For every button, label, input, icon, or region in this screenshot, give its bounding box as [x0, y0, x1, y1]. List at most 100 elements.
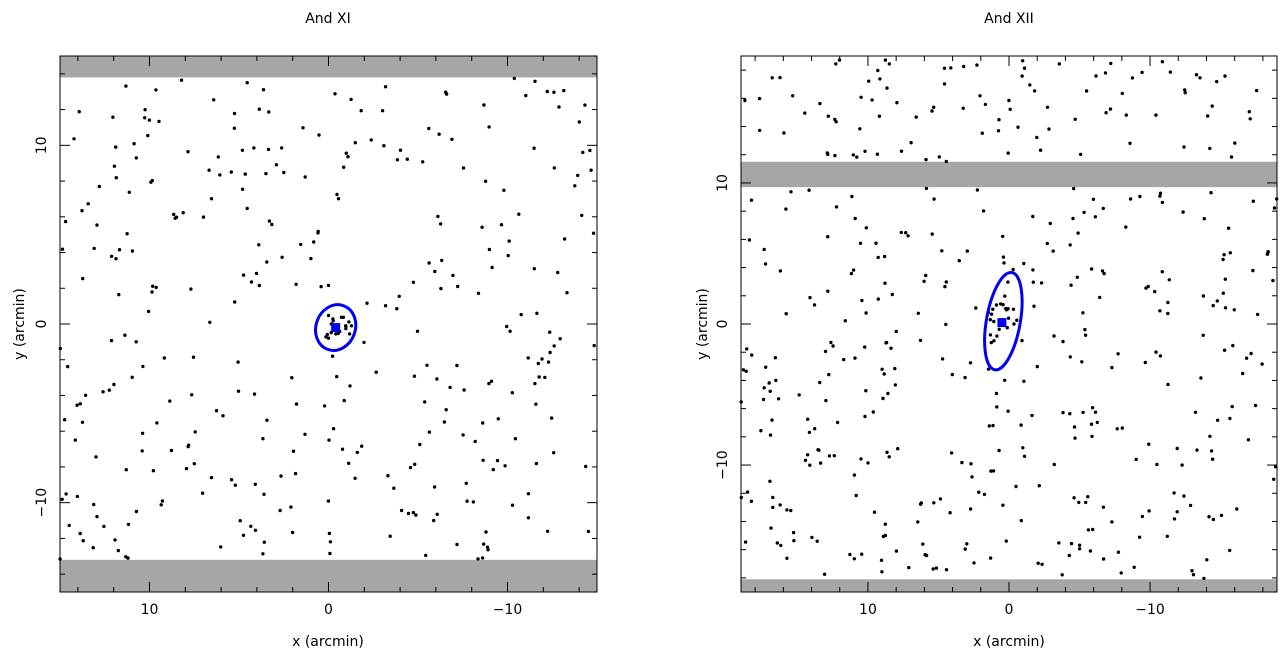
star-point [1120, 91, 1125, 96]
member-star-point [992, 319, 996, 324]
star-point [899, 230, 903, 235]
star-point [1073, 436, 1077, 440]
star-point [1090, 434, 1094, 439]
star-point [1035, 135, 1039, 140]
star-point [807, 188, 811, 192]
star-point [866, 461, 870, 465]
star-point [932, 105, 936, 109]
star-point [1094, 74, 1098, 78]
star-point [1249, 351, 1253, 356]
star-point [440, 258, 444, 263]
star-point [398, 148, 403, 152]
star-point [95, 223, 99, 227]
star-point [921, 542, 925, 546]
star-point [113, 538, 117, 542]
star-point [438, 222, 443, 226]
star-point [294, 282, 298, 286]
star-point [232, 111, 237, 116]
star-point [940, 249, 944, 253]
star-point [346, 155, 350, 159]
x-tick-label: −10 [493, 602, 523, 618]
star-point [519, 312, 523, 317]
star-point [252, 392, 257, 396]
y-tick-label: 10 [715, 174, 731, 192]
star-point [988, 556, 993, 560]
star-point [102, 524, 106, 529]
star-point [552, 90, 556, 94]
star-point [931, 567, 935, 571]
star-point [762, 386, 766, 390]
star-point [1198, 76, 1202, 80]
y-tick-label: 10 [34, 136, 50, 154]
star-point [991, 423, 995, 428]
star-point [150, 178, 154, 183]
star-point [885, 86, 889, 90]
star-point [487, 125, 491, 129]
star-point [327, 438, 331, 442]
star-point [824, 398, 828, 403]
star-point [1073, 117, 1077, 122]
star-point [1061, 339, 1065, 344]
star-point [481, 458, 485, 462]
star-point [1002, 261, 1006, 265]
star-point [918, 502, 923, 506]
panel-title: And XII [984, 11, 1034, 27]
star-point [769, 526, 773, 530]
member-star-point [1005, 326, 1009, 330]
star-point [893, 366, 897, 371]
star-point [1205, 558, 1209, 562]
star-point [507, 239, 511, 243]
masked-band [60, 56, 597, 78]
member-star-point [1006, 316, 1011, 320]
star-point [1110, 520, 1114, 524]
star-point [1089, 267, 1094, 271]
star-point [526, 356, 530, 360]
star-point [209, 197, 214, 201]
star-point [355, 450, 359, 455]
star-point [1183, 91, 1187, 95]
star-point [1072, 496, 1076, 500]
axis-ticks: 10 0 −10 10 0 −10 [715, 56, 1277, 618]
star-point [490, 265, 494, 270]
star-point [344, 151, 348, 155]
star-point [353, 476, 357, 480]
star-point [1154, 113, 1158, 117]
star-point [770, 76, 774, 80]
star-point [996, 129, 1001, 133]
star-point [932, 197, 936, 201]
star-point [1091, 197, 1096, 201]
star-point [143, 116, 147, 120]
star-point [592, 343, 596, 348]
star-point [326, 499, 331, 503]
star-point [1101, 206, 1106, 211]
star-point [808, 295, 812, 300]
star-point [461, 433, 465, 437]
star-point [548, 350, 552, 355]
star-point [279, 474, 283, 478]
star-point [1228, 416, 1232, 421]
star-point [81, 276, 85, 281]
star-point [83, 393, 88, 397]
star-point [270, 222, 274, 227]
star-point [264, 171, 268, 176]
star-point [543, 375, 547, 380]
star-point [1128, 141, 1132, 145]
star-point [1067, 553, 1072, 558]
panel-and-xi: And XI 10 0 −10 10 0 −10 x (arcmin) y (arcmin… [12, 11, 598, 650]
star-point [854, 493, 858, 498]
star-point [885, 450, 889, 454]
star-point [303, 175, 307, 179]
star-point [503, 464, 507, 468]
star-point [257, 107, 261, 111]
star-point [328, 551, 332, 556]
star-point [1233, 141, 1237, 145]
star-point [894, 329, 898, 334]
star-point [750, 353, 754, 357]
star-point [882, 254, 887, 259]
star-point [316, 231, 320, 235]
star-point [1223, 74, 1227, 78]
star-point [365, 301, 369, 305]
star-point [552, 451, 556, 455]
star-point [200, 491, 205, 495]
star-point [961, 106, 965, 111]
